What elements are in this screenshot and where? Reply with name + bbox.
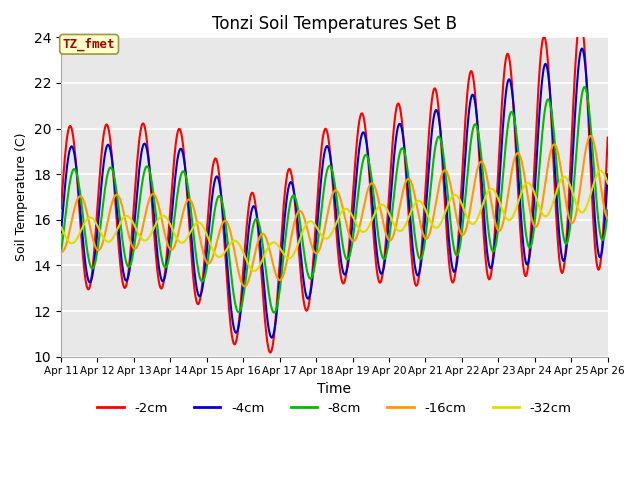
Y-axis label: Soil Temperature (C): Soil Temperature (C): [15, 133, 28, 261]
Legend: -2cm, -4cm, -8cm, -16cm, -32cm: -2cm, -4cm, -8cm, -16cm, -32cm: [92, 397, 577, 420]
Text: TZ_fmet: TZ_fmet: [63, 37, 115, 51]
Title: Tonzi Soil Temperatures Set B: Tonzi Soil Temperatures Set B: [212, 15, 457, 33]
X-axis label: Time: Time: [317, 382, 351, 396]
